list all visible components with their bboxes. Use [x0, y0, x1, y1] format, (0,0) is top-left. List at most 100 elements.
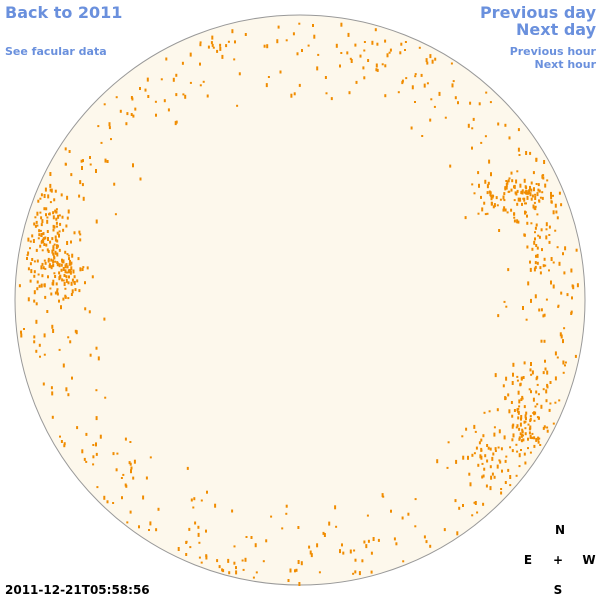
facula-dot [307, 44, 310, 47]
facula-dot [354, 558, 357, 562]
facula-dot [515, 443, 518, 446]
facula-dot [529, 267, 532, 272]
facula-dot [535, 390, 538, 394]
facula-dot [498, 229, 501, 232]
facula-dot [266, 44, 269, 49]
facula-dot [69, 259, 71, 263]
facula-dot [566, 293, 569, 297]
facula-dot [531, 432, 534, 435]
facular-link[interactable]: See facular data [5, 45, 107, 58]
facula-dot [505, 376, 508, 381]
facula-dot [473, 192, 476, 195]
facula-dot [533, 187, 535, 192]
facula-dot [44, 261, 47, 265]
facula-dot [296, 52, 299, 56]
facula-dot [365, 544, 368, 549]
facula-dot [49, 188, 52, 192]
facula-dot [81, 183, 84, 187]
facula-dot [131, 97, 134, 101]
facula-dot [20, 333, 23, 338]
facula-dot [535, 254, 537, 258]
facula-dot [293, 92, 296, 96]
facula-dot [33, 274, 36, 278]
facula-dot [523, 361, 526, 365]
facula-dot [464, 216, 467, 220]
facula-dot [518, 405, 521, 408]
facula-dot [489, 465, 492, 469]
facula-dot [381, 493, 384, 498]
facula-dot [177, 547, 180, 551]
facula-dot [210, 41, 213, 45]
facula-dot [49, 183, 52, 188]
facula-dot [51, 265, 54, 268]
facula-dot [533, 240, 536, 245]
facula-dot [426, 82, 429, 85]
facula-dot [494, 450, 497, 452]
facula-dot [539, 444, 542, 446]
facula-dot [570, 310, 573, 314]
facula-dot [54, 250, 57, 255]
back-link[interactable]: Back to 2011 [5, 3, 123, 22]
facula-dot [516, 379, 519, 382]
facula-dot [50, 188, 53, 193]
facula-dot [33, 290, 36, 295]
facula-dot [371, 40, 374, 45]
facula-dot [560, 203, 563, 207]
facula-dot [52, 329, 55, 333]
facula-dot [462, 504, 464, 507]
facula-dot [527, 437, 529, 441]
facula-dot [53, 243, 56, 246]
facula-dot [515, 192, 518, 196]
facula-dot [79, 180, 82, 185]
facula-dot [503, 192, 506, 196]
facula-dot [81, 268, 84, 271]
previous-hour-link[interactable]: Previous hour [509, 45, 596, 58]
facula-dot [461, 435, 464, 438]
facula-dot [545, 389, 548, 394]
facula-dot [516, 170, 519, 173]
facula-dot [31, 258, 34, 261]
facula-dot [49, 287, 52, 290]
facula-dot [515, 426, 518, 429]
facula-dot [545, 228, 548, 231]
facula-dot [507, 468, 510, 472]
facula-dot [511, 381, 514, 385]
facula-dot [36, 259, 39, 263]
facula-dot [67, 254, 70, 257]
facula-dot [51, 391, 54, 396]
facula-dot [29, 279, 32, 283]
facula-dot [414, 73, 417, 76]
facula-dot [525, 202, 527, 205]
facula-dot [198, 541, 201, 544]
facula-dot [483, 411, 486, 414]
timestamp: 2011-12-21T05:58:56 [5, 583, 150, 597]
facula-dot [370, 570, 373, 574]
facula-dot [395, 542, 398, 546]
facula-dot [84, 307, 87, 311]
facula-dot [530, 197, 533, 201]
facula-dot [335, 525, 338, 528]
facula-dot [54, 260, 57, 263]
facula-dot [524, 427, 527, 430]
facula-dot [554, 351, 557, 356]
next-hour-link[interactable]: Next hour [534, 58, 597, 71]
facula-dot [341, 543, 343, 547]
facula-dot [175, 93, 178, 97]
previous-day-link[interactable]: Previous day [479, 3, 596, 22]
facula-dot [488, 159, 491, 164]
facula-dot [483, 467, 486, 471]
facula-dot [477, 463, 480, 467]
facula-dot [527, 447, 529, 450]
facula-dot [66, 195, 69, 200]
facula-dot [148, 529, 150, 531]
facula-dot [49, 172, 52, 176]
facula-dot [376, 42, 379, 46]
facula-dot [334, 505, 337, 510]
facula-dot [480, 141, 483, 144]
next-day-link[interactable]: Next day [516, 20, 596, 39]
facula-dot [504, 459, 507, 463]
facula-dot [149, 521, 152, 526]
facula-dot [362, 66, 365, 70]
facula-dot [505, 186, 508, 190]
facula-dot [40, 233, 43, 237]
